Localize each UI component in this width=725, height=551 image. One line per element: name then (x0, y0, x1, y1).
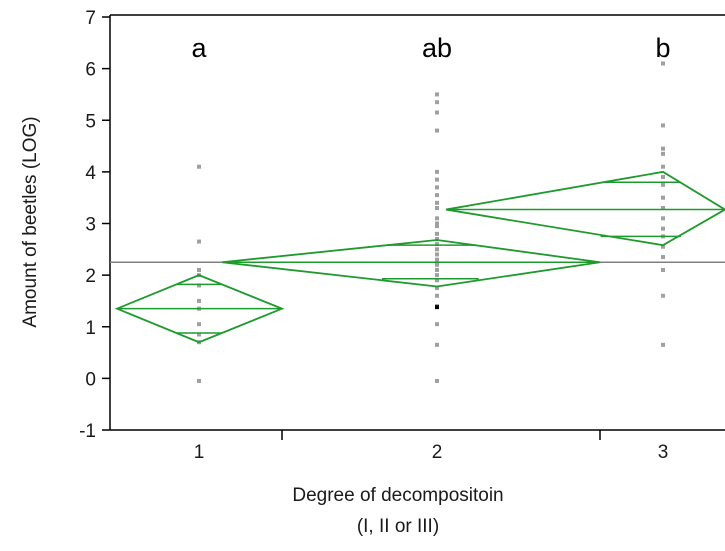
y-tick-label: 5 (85, 111, 96, 132)
data-point (435, 177, 439, 182)
data-point (435, 224, 439, 229)
group-letter: b (655, 33, 670, 63)
x-tick-label: 1 (194, 442, 205, 463)
data-point (661, 146, 665, 151)
data-point (661, 195, 665, 200)
y-tick-label: 7 (85, 8, 96, 29)
y-tick-label: -1 (79, 421, 96, 442)
y-tick-label: 3 (85, 215, 96, 236)
data-point (661, 267, 665, 272)
x-axis-title-line-1: Degree of decompositoin (292, 485, 503, 506)
data-point (435, 221, 439, 226)
data-point (197, 322, 201, 327)
data-point (661, 216, 665, 221)
plot-area: -1 0 1 2 3 4 5 6 7 1 2 3 a ab b (79, 8, 725, 463)
data-point (435, 92, 439, 97)
data-point (661, 293, 665, 298)
diamond-outline (221, 239, 601, 288)
data-point (661, 164, 665, 169)
data-point (661, 123, 665, 128)
data-point (435, 193, 439, 198)
data-point (435, 247, 439, 252)
data-point (197, 298, 201, 303)
data-point (197, 378, 201, 383)
data-point (435, 322, 439, 327)
y-tick-label: 2 (85, 266, 96, 287)
x-tick-label: 2 (432, 442, 443, 463)
data-point (661, 182, 665, 187)
data-point (197, 239, 201, 244)
data-point (435, 378, 439, 383)
data-point (661, 255, 665, 260)
x-tick-label: 3 (658, 442, 669, 463)
data-point (435, 185, 439, 190)
data-point (435, 242, 439, 247)
y-tick-label: 6 (85, 60, 96, 81)
data-point (435, 273, 439, 278)
x-ticks: 1 2 3 (194, 430, 669, 463)
data-point (435, 206, 439, 211)
data-point (435, 286, 439, 291)
data-point (197, 164, 201, 169)
means-diamond (221, 239, 601, 288)
group-letters: a ab b (191, 33, 670, 63)
data-points (197, 61, 665, 383)
data-point (435, 231, 439, 236)
data-point (197, 332, 201, 337)
x-axis-title-line-2: (I, II or III) (357, 516, 439, 537)
highlight-data-point (435, 305, 439, 310)
y-ticks: -1 0 1 2 3 4 5 6 7 (79, 8, 110, 442)
means-diamond (114, 274, 285, 344)
group-letter: ab (422, 33, 452, 63)
data-point (435, 128, 439, 133)
diamond-outline (445, 170, 725, 247)
means-diamond (445, 170, 725, 247)
means-diamonds (114, 170, 725, 344)
data-point (661, 61, 665, 66)
data-point (661, 244, 665, 249)
data-point (435, 110, 439, 115)
data-point (435, 267, 439, 272)
group-letter: a (191, 33, 207, 63)
data-point (435, 236, 439, 241)
data-point (661, 342, 665, 347)
data-point (435, 342, 439, 347)
data-point (435, 278, 439, 283)
data-point (435, 216, 439, 221)
data-point (435, 252, 439, 257)
data-point (197, 267, 201, 272)
data-point (661, 226, 665, 231)
y-tick-label: 0 (85, 369, 96, 390)
data-point (435, 169, 439, 174)
data-point (435, 262, 439, 267)
data-point (197, 283, 201, 288)
y-tick-label: 1 (85, 318, 96, 339)
data-point (661, 175, 665, 180)
y-tick-label: 4 (85, 163, 96, 184)
data-point (435, 257, 439, 262)
y-axis-title: Amount of beetles (LOG) (20, 116, 41, 327)
data-point (661, 206, 665, 211)
data-point (435, 293, 439, 298)
data-point (661, 151, 665, 156)
data-point (435, 100, 439, 105)
data-point (435, 200, 439, 205)
